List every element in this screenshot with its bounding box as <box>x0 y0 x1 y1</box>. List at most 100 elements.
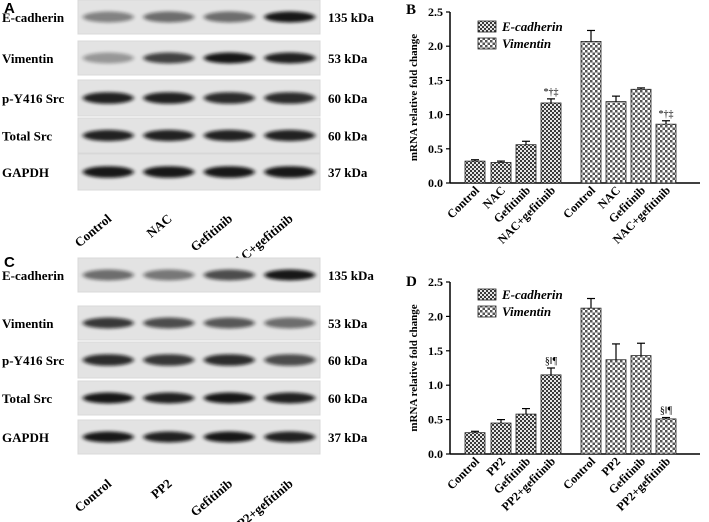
legend-label: Vimentin <box>502 36 551 51</box>
significance-label: *†‡ <box>544 87 559 98</box>
blot-band <box>82 431 134 443</box>
kda-label: 37 kDa <box>328 430 368 445</box>
blot-band <box>82 129 134 142</box>
blot-band <box>143 129 195 142</box>
y-tick-label: 0.0 <box>428 447 443 461</box>
kda-label: 60 kDa <box>328 91 368 106</box>
bar <box>630 88 652 184</box>
blot-band <box>82 166 134 178</box>
blot-band <box>203 52 255 64</box>
blot-band <box>264 392 316 404</box>
significance-label: §‖¶ <box>660 406 673 417</box>
blot-row: GAPDH 37 kDa <box>2 153 368 191</box>
blot-row: Vimentin 53 kDa <box>2 40 368 76</box>
blot-band <box>203 166 255 178</box>
blot-band <box>264 317 316 329</box>
protein-label: GAPDH <box>2 430 49 445</box>
bar <box>490 422 512 455</box>
legend-label: E-cadherin <box>501 287 563 302</box>
blot-band <box>143 166 195 178</box>
protein-label: E-cadherin <box>2 10 65 25</box>
blot-band <box>264 92 316 104</box>
y-tick-label: 1.5 <box>428 344 443 358</box>
panel-letter-c: C <box>4 254 15 271</box>
blot-band <box>203 11 255 23</box>
bar <box>580 41 602 184</box>
panel-letter-a: A <box>4 0 15 17</box>
blot-band <box>143 431 195 443</box>
blot-band <box>203 317 255 329</box>
y-tick-label: 2.0 <box>428 39 443 53</box>
blot-band <box>82 269 134 281</box>
blot-band <box>82 317 134 329</box>
protein-label: E-cadherin <box>2 268 65 283</box>
blot-band <box>203 269 255 281</box>
blot-row: p-Y416 Src 60 kDa <box>2 79 368 117</box>
kda-label: 60 kDa <box>328 353 368 368</box>
blot-band <box>82 392 134 404</box>
category-label: Control <box>560 454 598 492</box>
bar <box>580 307 602 455</box>
blot-band <box>264 431 316 443</box>
legend-swatch <box>477 305 497 318</box>
blot-band <box>264 129 316 142</box>
category-label: Control <box>444 183 482 221</box>
protein-label: Vimentin <box>2 316 54 331</box>
legend-swatch <box>477 288 497 301</box>
y-axis-label: mRNA relative fold change <box>408 304 420 431</box>
y-axis-label: mRNA relative fold change <box>408 34 420 161</box>
bar <box>605 101 627 184</box>
blot-band <box>203 92 255 104</box>
blot-band <box>264 52 316 64</box>
legend-swatch <box>477 20 497 33</box>
y-tick-label: 1.5 <box>428 73 443 87</box>
bar <box>630 355 652 455</box>
panel-letter: D <box>406 274 417 290</box>
blot-band <box>203 354 255 366</box>
blot-band <box>203 129 255 142</box>
chart-panel-d: D 0.0 0.5 1.0 1.5 2.0 2.5 mRNA relative fold ch… <box>406 274 700 514</box>
bar <box>655 418 677 455</box>
kda-label: 53 kDa <box>328 51 368 66</box>
protein-label: Vimentin <box>2 51 54 66</box>
bar <box>464 160 486 184</box>
protein-label: p-Y416 Src <box>2 353 64 368</box>
significance-label: *†‡ <box>659 109 674 120</box>
blot-band <box>203 392 255 404</box>
blot-band <box>82 92 134 104</box>
y-tick-label: 2.5 <box>428 275 443 289</box>
y-tick-label: 0.0 <box>428 176 443 190</box>
bar <box>655 123 677 184</box>
kda-label: 37 kDa <box>328 165 368 180</box>
bar <box>490 162 512 184</box>
blot-band <box>82 354 134 366</box>
kda-label: 135 kDa <box>328 10 374 25</box>
bar <box>540 374 562 455</box>
blot-band <box>143 11 195 23</box>
bar <box>515 144 537 184</box>
y-tick-label: 0.5 <box>428 142 443 156</box>
kda-label: 135 kDa <box>328 268 374 283</box>
protein-label: GAPDH <box>2 165 49 180</box>
protein-label: Total Src <box>2 391 52 406</box>
y-tick-label: 1.0 <box>428 108 443 122</box>
blot-row: GAPDH 37 kDa <box>2 419 368 455</box>
blot-row: p-Y416 Src 60 kDa <box>2 341 368 379</box>
kda-label: 60 kDa <box>328 391 368 406</box>
protein-label: Total Src <box>2 129 52 144</box>
y-tick-label: 1.0 <box>428 378 443 392</box>
significance-label: §‖¶ <box>545 356 558 367</box>
blot-band <box>82 11 134 23</box>
blot-band <box>143 354 195 366</box>
category-label: Control <box>560 183 598 221</box>
blot-band <box>203 431 255 443</box>
blot-band <box>264 11 316 23</box>
legend-swatch <box>477 37 497 50</box>
blot-group-c: E-cadherin 135 kDa Vimentin 53 kDa p-Y416 Sr… <box>2 257 374 522</box>
y-tick-label: 2.5 <box>428 5 443 19</box>
blot-band <box>143 392 195 404</box>
blot-band <box>143 269 195 281</box>
bar <box>605 359 627 455</box>
blot-band <box>82 52 134 64</box>
